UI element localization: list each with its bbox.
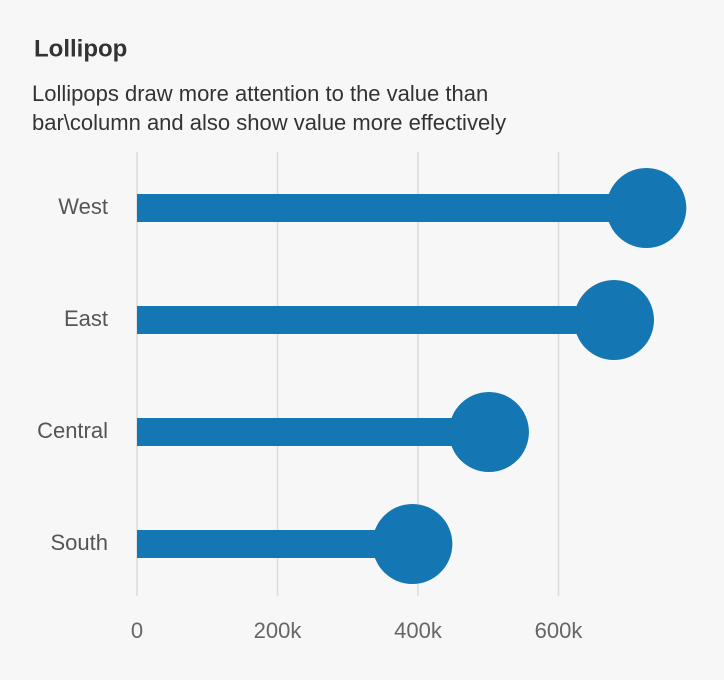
- chart-subtitle: bar\column and also show value more effe…: [32, 110, 506, 135]
- lollipop-head: [372, 504, 453, 584]
- lollipop-head: [606, 168, 687, 248]
- lollipop-stem: [137, 194, 647, 222]
- x-tick-label: 600k: [535, 618, 584, 643]
- y-tick-label: Central: [37, 418, 108, 443]
- lollipop-stem: [137, 306, 614, 334]
- x-tick-label: 400k: [394, 618, 443, 643]
- x-tick-label: 200k: [254, 618, 303, 643]
- y-tick-label: East: [64, 306, 108, 331]
- chart-title: Lollipop: [34, 35, 127, 62]
- lollipop-stem: [137, 418, 489, 446]
- y-tick-label: West: [58, 194, 108, 219]
- lollipop-head: [448, 392, 529, 472]
- x-tick-label: 0: [131, 618, 143, 643]
- lollipop-stem: [137, 530, 413, 558]
- y-tick-label: South: [51, 530, 109, 555]
- lollipop-head: [573, 280, 654, 360]
- chart-subtitle: Lollipops draw more attention to the val…: [32, 81, 488, 106]
